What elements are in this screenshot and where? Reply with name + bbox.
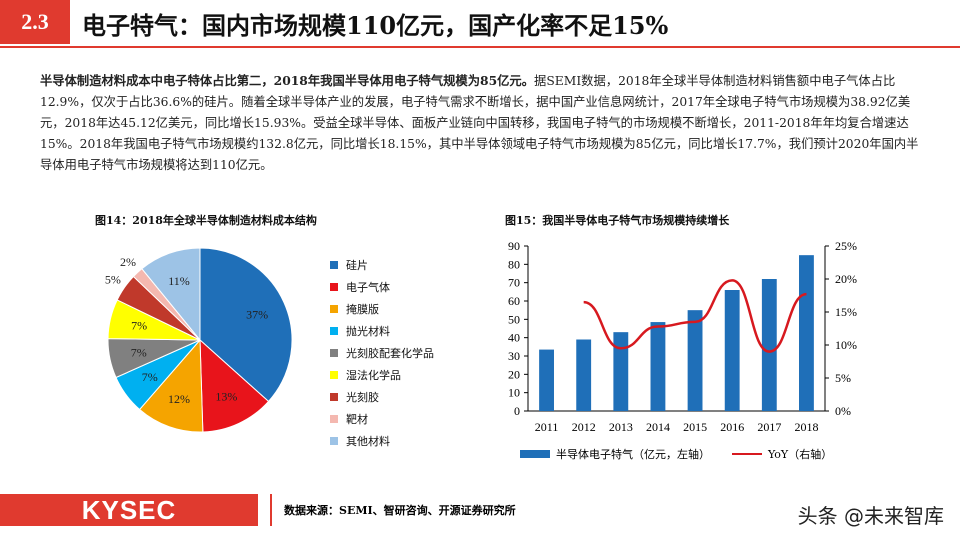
y-left-tick-label: 80	[508, 257, 520, 271]
pie-slice	[199, 338, 270, 433]
legend-swatch	[330, 283, 338, 291]
legend-swatch	[330, 371, 338, 379]
legend-item: 电子气体	[330, 276, 434, 298]
bar	[576, 339, 592, 411]
legend-swatch	[330, 415, 338, 423]
y-right-tick-label: 15%	[835, 305, 857, 319]
legend-line-label: YoY（右轴）	[768, 448, 833, 461]
pie-chart: 37% 13% 12% 7% 7% 7% 5% 2% 11%	[105, 247, 293, 433]
pie-data-label: 12%	[168, 392, 190, 406]
bar	[799, 255, 814, 411]
header-divider	[0, 46, 960, 48]
y-right-tick-label: 25%	[835, 239, 857, 253]
kysec-logo: KYSEC	[0, 494, 258, 526]
body-paragraph: 半导体制造材料成本中电子特体占比第二，2018年我国半导体用电子特气规模为85亿…	[40, 70, 920, 176]
pie-data-label: 11%	[168, 274, 190, 288]
page-title: 电子特气：国内市场规模110亿元，国产化率不足15%	[82, 11, 669, 40]
legend-swatch	[330, 437, 338, 445]
y-left-tick-label: 60	[508, 294, 520, 308]
legend-item: 光刻胶配套化学品	[330, 342, 434, 364]
legend-bar-label: 半导体电子特气（亿元，左轴）	[556, 448, 710, 461]
legend-bar-swatch	[520, 450, 550, 458]
y-right-tick-label: 20%	[835, 272, 857, 286]
legend-item: 硅片	[330, 254, 434, 276]
paragraph-lead: 半导体制造材料成本中电子特体占比第二，2018年我国半导体用电子特气规模为85亿…	[40, 73, 535, 88]
bar	[650, 322, 666, 411]
legend-item: 其他材料	[330, 430, 434, 452]
legend-label: 抛光材料	[346, 325, 390, 338]
pie-data-label: 37%	[246, 307, 268, 321]
legend-item: 抛光材料	[330, 320, 434, 342]
x-tick-label: 2018	[794, 420, 818, 434]
y-left-tick-label: 40	[508, 331, 520, 345]
paragraph-text: 据SEMI数据，2018年全球半导体制造材料销售额中电子气体占比12.9%，仅次…	[40, 74, 919, 172]
pie-data-label: 7%	[142, 370, 158, 384]
y-left-tick-label: 90	[508, 239, 520, 253]
legend-label: 掩膜版	[346, 303, 379, 316]
bar	[687, 310, 703, 411]
x-tick-label: 2014	[646, 420, 670, 434]
y-left-tick-label: 30	[508, 349, 520, 363]
legend-swatch	[330, 261, 338, 269]
pie-data-label: 2%	[120, 255, 136, 269]
y-right-tick-label: 5%	[835, 371, 851, 385]
legend-item: 掩膜版	[330, 298, 434, 320]
y-left-tick-label: 20	[508, 367, 520, 381]
x-tick-label: 2017	[757, 420, 781, 434]
data-source: 数据来源：SEMI、智研咨询、开源证券研究所	[270, 494, 516, 526]
x-tick-label: 2011	[535, 420, 559, 434]
legend-label: 其他材料	[346, 435, 390, 448]
yoy-line	[583, 279, 807, 353]
pie-slice	[138, 338, 204, 433]
legend-swatch	[330, 349, 338, 357]
bar	[724, 290, 740, 411]
legend-label: 靶材	[346, 413, 368, 426]
bar	[761, 279, 777, 411]
pie-legend: 硅片电子气体掩膜版抛光材料光刻胶配套化学品 湿法化学品光刻胶靶材其他材料	[330, 254, 434, 452]
y-left-tick-label: 50	[508, 312, 520, 326]
y-right-tick-label: 0%	[835, 404, 851, 418]
legend-item: 湿法化学品	[330, 364, 434, 386]
legend-swatch	[330, 305, 338, 313]
legend-label: 湿法化学品	[346, 369, 401, 382]
legend-swatch	[330, 393, 338, 401]
x-tick-label: 2016	[720, 420, 744, 434]
watermark: 头条 @未来智库	[797, 504, 944, 528]
legend-label: 电子气体	[346, 281, 390, 294]
y-left-tick-label: 0	[514, 404, 520, 418]
legend-label: 光刻胶	[346, 391, 379, 404]
legend-swatch	[330, 327, 338, 335]
pie-data-label: 7%	[131, 319, 147, 333]
bar	[613, 332, 629, 411]
combo-legend: 半导体电子特气（亿元，左轴） YoY（右轴）	[520, 446, 832, 462]
y-left-tick-label: 70	[508, 276, 520, 290]
pie-data-label: 13%	[215, 390, 237, 404]
legend-item: 靶材	[330, 408, 434, 430]
bar	[539, 349, 554, 411]
legend-item: 光刻胶	[330, 386, 434, 408]
legend-label: 硅片	[346, 259, 368, 272]
pie-data-label: 5%	[105, 273, 121, 287]
legend-line-swatch	[732, 453, 762, 455]
y-left-tick-label: 10	[508, 386, 520, 400]
pie-data-label: 7%	[131, 346, 147, 360]
y-right-tick-label: 10%	[835, 338, 857, 352]
section-number: 2.3	[0, 0, 70, 44]
pie-slice	[141, 247, 201, 342]
x-tick-label: 2012	[572, 420, 596, 434]
combo-chart-title: 图15：我国半导体电子特气市场规模持续增长	[505, 214, 730, 227]
combo-chart: 0 10 20 30 40 50 60 70 80 90 0% 5% 10% 15% 20% 25% 2011 2…	[508, 239, 857, 434]
x-tick-label: 2015	[683, 420, 707, 434]
pie-slice	[199, 247, 293, 403]
x-tick-label: 2013	[609, 420, 633, 434]
legend-label: 光刻胶配套化学品	[346, 347, 434, 360]
pie-chart-title: 图14：2018年全球半导体制造材料成本结构	[95, 214, 317, 227]
